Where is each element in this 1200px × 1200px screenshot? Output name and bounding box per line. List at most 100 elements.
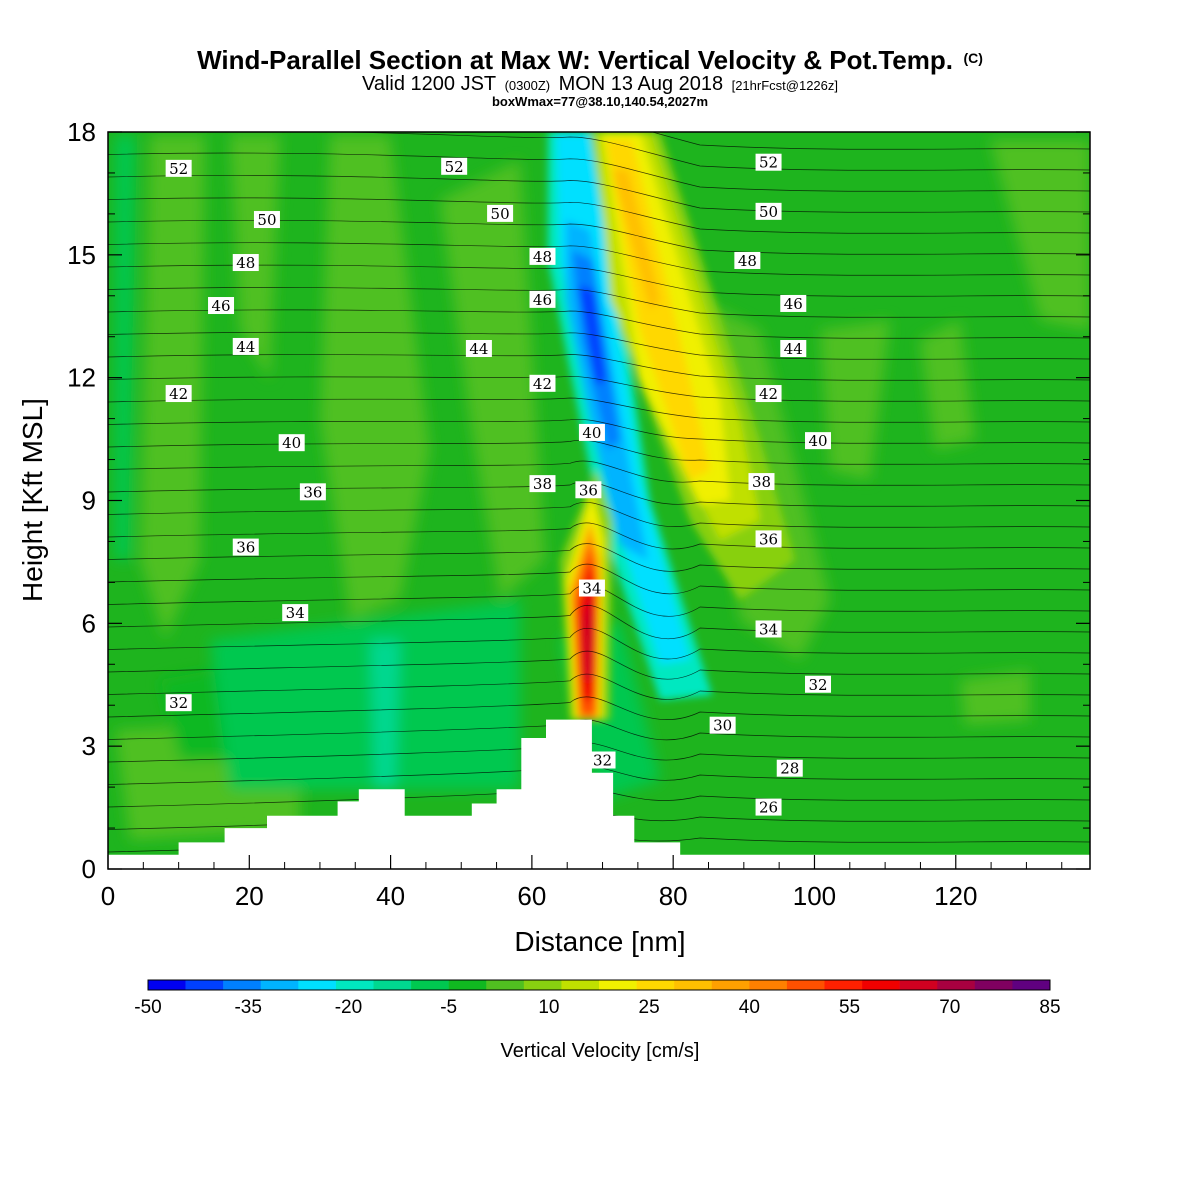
colorbar-swatch — [223, 980, 262, 990]
contour-label: 46 — [529, 290, 556, 309]
svg-text:46: 46 — [533, 291, 552, 309]
colorbar-tick-label: 10 — [538, 997, 559, 1018]
svg-text:42: 42 — [533, 375, 552, 393]
contour-label: 32 — [165, 694, 192, 712]
contour-label: 36 — [575, 481, 602, 499]
x-axis: 0 20 40 60 80 100 120 — [101, 855, 1063, 911]
contour-label: 44 — [780, 340, 807, 358]
svg-text:48: 48 — [738, 252, 757, 270]
y-tick-label: 3 — [82, 731, 96, 761]
contour-label: 42 — [165, 385, 192, 403]
svg-text:44: 44 — [784, 340, 803, 358]
y-tick-label: 12 — [67, 363, 96, 393]
box-info: boxWmax=77@38.10,140.54,2027m — [492, 94, 708, 109]
x-tick-label: 40 — [376, 881, 405, 911]
contour-label: 50 — [487, 204, 514, 223]
colorbar-swatch — [824, 980, 863, 990]
svg-text:40: 40 — [282, 434, 301, 452]
svg-text:40: 40 — [808, 432, 827, 450]
colorbar-swatch — [749, 980, 788, 990]
svg-text:34: 34 — [759, 620, 778, 638]
svg-text:48: 48 — [533, 248, 552, 266]
contour-label: 40 — [578, 423, 605, 442]
contour-label: 46 — [780, 294, 807, 313]
colorbar-swatch — [862, 980, 900, 990]
contour-label: 36 — [299, 483, 326, 501]
contour-label: 52 — [165, 159, 192, 178]
contour-label: 42 — [755, 385, 782, 403]
colorbar-tick-label: 40 — [739, 997, 760, 1018]
contour-label: 32 — [805, 675, 832, 694]
colorbar-swatch — [148, 980, 186, 990]
theta-contour-labels: 52 50 48 46 44 42 40 36 36 34 32 52 50 48 46 44 42 40 38 36… — [165, 153, 832, 817]
contour-label: 42 — [529, 374, 556, 393]
contour-label: 34 — [578, 579, 605, 598]
colorbar-swatch — [674, 980, 713, 990]
colorbar-swatch — [335, 980, 374, 990]
vertical-velocity-field — [115, 132, 1090, 840]
colorbar-swatch — [599, 980, 637, 990]
contour-label: 38 — [748, 473, 775, 491]
colorbar-swatch — [899, 980, 938, 990]
colorbar-swatch — [185, 980, 224, 990]
x-tick-label: 120 — [934, 881, 977, 911]
svg-text:52: 52 — [169, 160, 188, 178]
colorbar-tick-label: 70 — [939, 997, 960, 1018]
svg-text:50: 50 — [759, 203, 778, 221]
colorbar-swatch — [711, 980, 750, 990]
svg-text:38: 38 — [752, 473, 771, 491]
colorbar-swatch — [636, 980, 675, 990]
colorbar-swatch — [298, 980, 337, 990]
colorbar-swatch — [786, 980, 825, 990]
contour-label: 40 — [278, 434, 305, 452]
contour-label: 46 — [208, 297, 235, 315]
colorbar-tick-label: -50 — [134, 997, 161, 1018]
svg-text:36: 36 — [303, 483, 322, 501]
colorbar-tick-label: -35 — [234, 997, 261, 1018]
svg-text:46: 46 — [784, 295, 803, 313]
svg-text:36: 36 — [759, 530, 778, 548]
contour-label: 28 — [776, 759, 803, 778]
y-tick-label: 9 — [82, 486, 96, 516]
svg-text:50: 50 — [491, 205, 510, 223]
svg-text:28: 28 — [780, 760, 799, 778]
colorbar-tick-label: 55 — [839, 997, 860, 1018]
contour-label: 38 — [529, 475, 556, 493]
contour-label: 34 — [282, 604, 309, 622]
colorbar-swatch — [1012, 980, 1051, 990]
colorbar-tick-label: 85 — [1039, 997, 1060, 1018]
svg-text:52: 52 — [445, 158, 464, 176]
svg-text:52: 52 — [759, 154, 778, 172]
colorbar-swatch — [523, 980, 562, 990]
contour-label: 48 — [529, 247, 556, 266]
colorbar: -50 -35 -20 -5 10 25 40 55 70 85 — [134, 979, 1061, 1018]
plot-area: 52 50 48 46 44 42 40 36 36 34 32 52 50 48 46 44 42 40 38 36… — [108, 132, 1090, 869]
contour-label: 40 — [805, 432, 832, 450]
colorbar-swatch — [974, 980, 1013, 990]
svg-text:32: 32 — [593, 751, 612, 769]
contour-label: 32 — [589, 751, 616, 769]
y-tick-label: 18 — [67, 117, 96, 147]
contour-label: 50 — [755, 202, 782, 221]
svg-text:26: 26 — [759, 799, 778, 817]
contour-label: 50 — [253, 211, 280, 229]
colorbar-swatch — [486, 980, 525, 990]
y-axis-label: Height [Kft MSL] — [17, 398, 48, 602]
svg-text:34: 34 — [582, 580, 601, 598]
contour-label: 52 — [755, 153, 782, 172]
valid-line: Valid 1200 JST (0300Z) MON 13 Aug 2018 [… — [362, 73, 838, 95]
x-tick-label: 0 — [101, 881, 115, 911]
svg-text:42: 42 — [759, 385, 778, 403]
x-axis-label: Distance [nm] — [514, 926, 685, 957]
svg-text:38: 38 — [533, 475, 552, 493]
contour-label: 44 — [232, 337, 259, 356]
svg-text:48: 48 — [236, 254, 255, 272]
svg-text:36: 36 — [236, 539, 255, 557]
colorbar-label: Vertical Velocity [cm/s] — [501, 1040, 700, 1062]
svg-text:44: 44 — [236, 338, 255, 356]
svg-text:36: 36 — [579, 481, 598, 499]
theta-contours — [108, 132, 1090, 853]
contour-label: 48 — [734, 251, 761, 270]
colorbar-swatch — [411, 980, 449, 990]
